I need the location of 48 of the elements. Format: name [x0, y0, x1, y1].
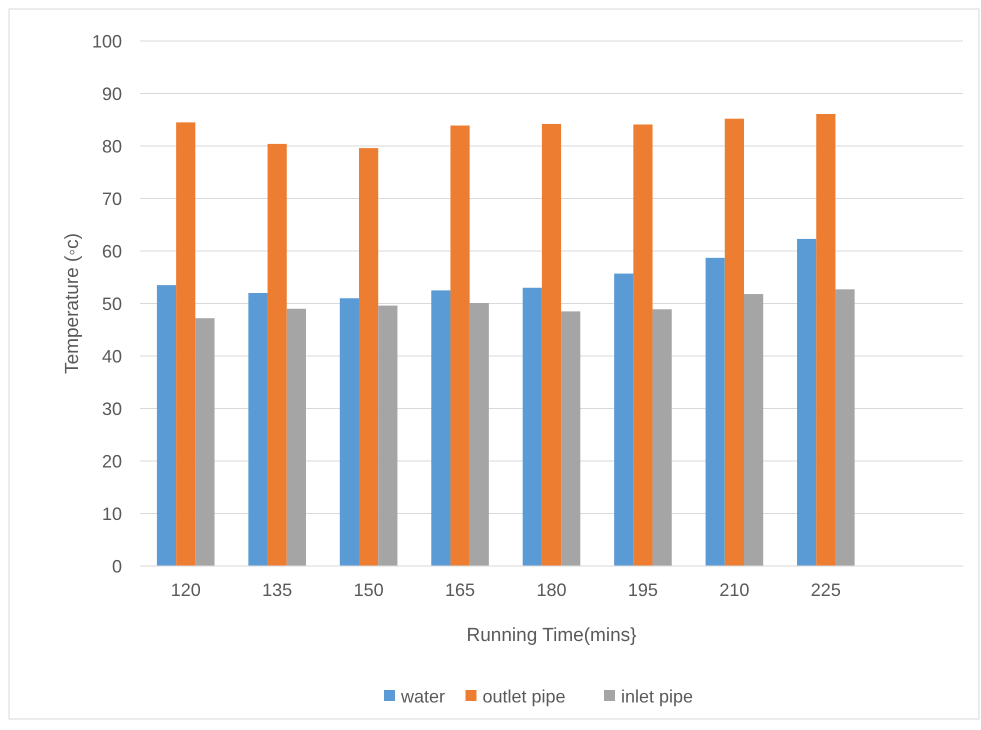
bar [450, 126, 470, 566]
legend-label: outlet pipe [482, 686, 566, 706]
bar [248, 293, 268, 566]
bar [797, 238, 816, 566]
bar [724, 118, 744, 566]
bar [431, 290, 450, 566]
y-tick-label: 80 [102, 136, 122, 156]
bar [268, 144, 287, 566]
bar [176, 122, 196, 566]
y-tick-label: 100 [92, 31, 122, 52]
bar [286, 308, 306, 566]
x-tick-label: 150 [354, 580, 384, 600]
x-tick-label: 165 [445, 580, 476, 600]
x-tick-label: 225 [810, 580, 841, 600]
y-axis-title: Temperature (◦c) [62, 233, 83, 374]
bar [706, 258, 725, 566]
y-tick-label: 30 [102, 398, 122, 419]
bar [542, 124, 562, 566]
bar [561, 311, 580, 566]
legend-label: water [400, 686, 446, 706]
bar [816, 114, 836, 566]
y-tick-label: 40 [102, 346, 122, 366]
x-tick-label: 120 [170, 580, 201, 600]
bar [614, 274, 634, 566]
x-tick-label: 135 [262, 580, 292, 600]
bar [156, 285, 176, 566]
x-tick-label: 210 [719, 580, 750, 600]
bar [835, 289, 855, 566]
bar [359, 148, 378, 566]
bar [340, 298, 360, 566]
y-tick-label: 10 [102, 504, 122, 524]
x-axis-title: Running Time(mins} [466, 625, 637, 646]
legend-label: inlet pipe [621, 686, 694, 706]
bar [744, 294, 764, 566]
y-tick-label: 20 [102, 451, 122, 472]
x-tick-label: 180 [536, 580, 567, 600]
bar [195, 318, 215, 566]
x-tick-label: 195 [628, 580, 658, 600]
bar [378, 306, 398, 566]
y-tick-label: 90 [102, 84, 122, 104]
y-tick-label: 60 [102, 241, 122, 262]
bar [633, 124, 653, 566]
bar [522, 288, 542, 566]
y-tick-label: 50 [102, 294, 122, 314]
y-tick-label: 0 [112, 556, 122, 576]
bar [652, 309, 672, 566]
y-tick-label: 70 [102, 188, 122, 209]
bar [470, 302, 489, 566]
